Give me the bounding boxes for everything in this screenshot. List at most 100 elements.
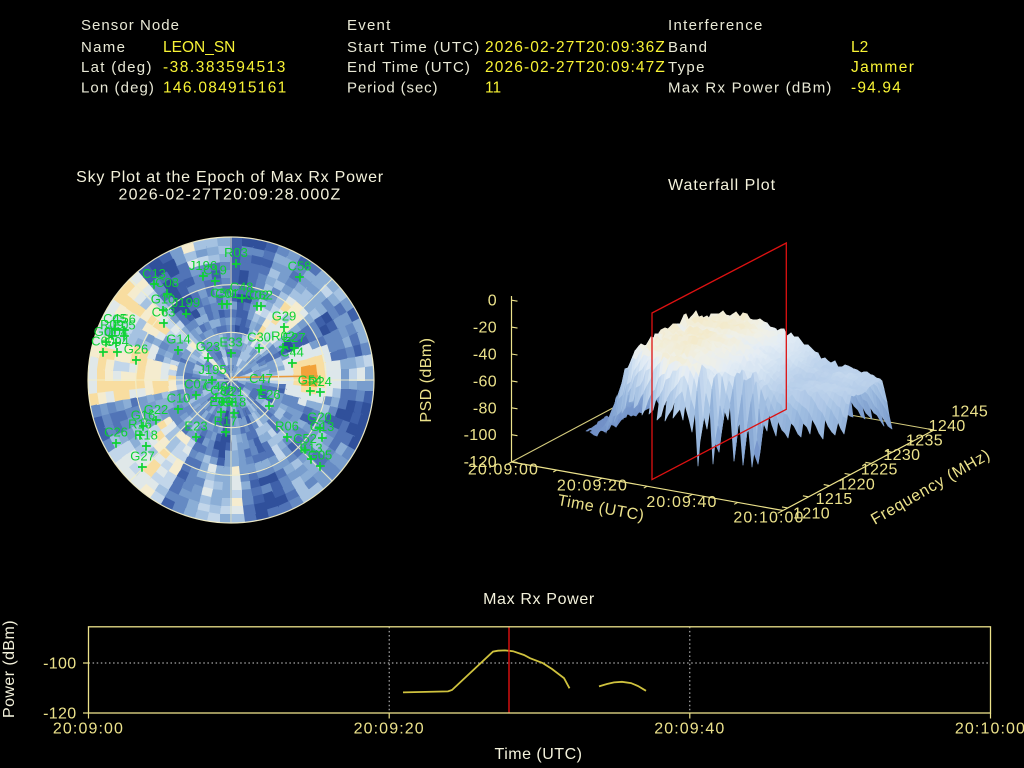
svg-text:146.084915161: 146.084915161 — [163, 79, 288, 96]
svg-text:20:10:00: 20:10:00 — [733, 510, 804, 527]
svg-text:R17: R17 — [214, 413, 238, 428]
svg-text:1215: 1215 — [816, 491, 853, 508]
svg-text:Interference: Interference — [668, 17, 764, 34]
svg-text:1230: 1230 — [883, 447, 920, 464]
svg-text:Band: Band — [668, 39, 708, 56]
svg-text:C62: C62 — [249, 287, 273, 302]
svg-text:-100: -100 — [464, 427, 497, 444]
svg-text:End Time (UTC): End Time (UTC) — [347, 59, 471, 76]
svg-text:G05: G05 — [308, 447, 333, 462]
svg-text:20:09:20: 20:09:20 — [557, 478, 628, 495]
svg-text:J195: J195 — [198, 362, 226, 377]
svg-text:Waterfall Plot: Waterfall Plot — [668, 177, 776, 194]
svg-text:G26: G26 — [124, 341, 149, 356]
svg-text:-100: -100 — [43, 656, 76, 673]
svg-text:G54: G54 — [298, 372, 323, 387]
svg-text:C44: C44 — [280, 344, 304, 359]
svg-text:R24: R24 — [308, 374, 332, 389]
svg-text:20:09:00: 20:09:00 — [468, 462, 539, 479]
svg-text:J196: J196 — [189, 258, 217, 273]
svg-text:C50: C50 — [210, 285, 234, 300]
svg-text:Period (sec): Period (sec) — [347, 79, 438, 96]
svg-text:C32: C32 — [210, 383, 234, 398]
svg-text:G23: G23 — [196, 339, 221, 354]
svg-text:C08: C08 — [155, 275, 179, 290]
svg-text:Max Rx Power (dBm): Max Rx Power (dBm) — [668, 79, 833, 96]
svg-text:1210: 1210 — [793, 506, 830, 523]
svg-text:C60: C60 — [91, 333, 115, 348]
svg-text:G29: G29 — [272, 308, 297, 323]
svg-text:-20: -20 — [473, 320, 497, 337]
svg-text:2026-02-27T20:09:28.000Z: 2026-02-27T20:09:28.000Z — [119, 187, 342, 204]
svg-text:C01: C01 — [215, 286, 239, 301]
svg-text:-38.383594513: -38.383594513 — [163, 59, 287, 76]
svg-text:Sky Plot at the Epoch of Max R: Sky Plot at the Epoch of Max Rx Power — [76, 169, 384, 186]
svg-text:Start Time (UTC): Start Time (UTC) — [347, 39, 481, 56]
svg-text:R02: R02 — [271, 328, 295, 343]
svg-text:Type: Type — [668, 59, 706, 76]
svg-text:C63: C63 — [152, 304, 176, 319]
svg-text:E33: E33 — [219, 334, 242, 349]
svg-text:C47: C47 — [249, 371, 273, 386]
svg-text:C02: C02 — [245, 287, 269, 302]
svg-text:E06: E06 — [209, 394, 232, 409]
svg-text:C07: C07 — [184, 376, 208, 391]
svg-text:Event: Event — [347, 17, 392, 34]
svg-text:PSD (dBm): PSD (dBm) — [418, 338, 435, 423]
svg-text:Name: Name — [81, 39, 126, 56]
svg-text:1220: 1220 — [838, 476, 875, 493]
svg-text:G16: G16 — [131, 407, 156, 422]
svg-text:G14: G14 — [166, 331, 191, 346]
svg-text:C40: C40 — [204, 379, 228, 394]
svg-text:G22: G22 — [144, 402, 169, 417]
svg-text:C94: C94 — [105, 334, 129, 349]
svg-text:E13: E13 — [299, 440, 322, 455]
svg-text:R09: R09 — [100, 317, 124, 332]
svg-text:2026-02-27T20:09:36Z: 2026-02-27T20:09:36Z — [485, 39, 666, 56]
svg-text:C21: C21 — [220, 384, 244, 399]
svg-text:Power (dBm): Power (dBm) — [1, 620, 18, 718]
svg-text:1235: 1235 — [906, 433, 943, 450]
svg-text:C52: C52 — [293, 431, 317, 446]
svg-text:C48: C48 — [230, 279, 254, 294]
svg-text:C30: C30 — [247, 329, 271, 344]
svg-text:20:09:00: 20:09:00 — [53, 721, 124, 738]
svg-text:20:09:40: 20:09:40 — [654, 721, 725, 738]
svg-text:Lat (deg): Lat (deg) — [81, 59, 153, 76]
svg-text:E26: E26 — [257, 387, 280, 402]
svg-text:G20: G20 — [307, 409, 332, 424]
svg-text:L2: L2 — [851, 39, 868, 56]
svg-text:C45: C45 — [103, 311, 127, 326]
svg-text:C58: C58 — [288, 258, 312, 273]
svg-text:E05: E05 — [112, 317, 135, 332]
svg-text:LEON_SN: LEON_SN — [163, 39, 235, 56]
svg-text:E27: E27 — [282, 330, 305, 345]
svg-text:R16: R16 — [128, 416, 152, 431]
svg-text:-120: -120 — [464, 454, 497, 471]
svg-text:1225: 1225 — [861, 462, 898, 479]
svg-text:R18: R18 — [134, 427, 158, 442]
svg-text:2026-02-27T20:09:47Z: 2026-02-27T20:09:47Z — [485, 59, 666, 76]
svg-text:C13: C13 — [142, 266, 166, 281]
svg-text:0: 0 — [488, 293, 497, 310]
svg-text:20:10:00: 20:10:00 — [955, 721, 1024, 738]
svg-text:C56: C56 — [112, 311, 136, 326]
svg-text:C04: C04 — [104, 324, 128, 339]
svg-text:C19: C19 — [203, 262, 227, 277]
svg-text:E23: E23 — [184, 418, 207, 433]
svg-text:1240: 1240 — [929, 418, 966, 435]
svg-text:C10: C10 — [167, 390, 191, 405]
svg-text:11: 11 — [485, 79, 501, 96]
svg-text:Lon (deg): Lon (deg) — [81, 79, 155, 96]
svg-text:-40: -40 — [473, 347, 497, 364]
svg-text:-120: -120 — [43, 706, 76, 723]
svg-text:G13: G13 — [310, 419, 335, 434]
svg-text:J199: J199 — [172, 295, 200, 310]
svg-text:G01: G01 — [94, 324, 119, 339]
svg-text:G10: G10 — [151, 291, 176, 306]
svg-text:-94.94: -94.94 — [851, 79, 902, 96]
svg-text:R06: R06 — [275, 418, 299, 433]
svg-text:Max Rx Power: Max Rx Power — [483, 591, 595, 608]
svg-text:R03: R03 — [224, 245, 248, 260]
svg-text:20:09:40: 20:09:40 — [646, 494, 717, 511]
